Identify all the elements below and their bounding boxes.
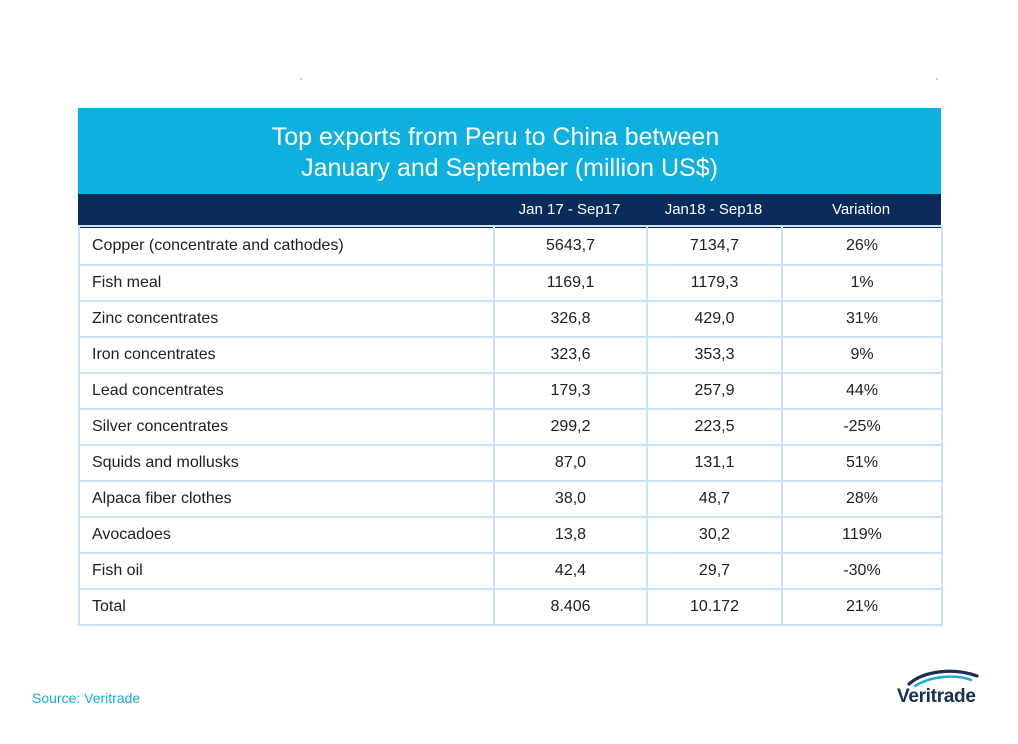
veritrade-swoosh-icon xyxy=(907,669,979,688)
table-title-line: January and September (million US$) xyxy=(301,154,718,182)
table-row: Total 8.406 10.172 21% xyxy=(78,588,943,626)
jan17-sep17-value-cell: 8.406 xyxy=(493,588,648,626)
jan18-sep18-value-cell: 257,9 xyxy=(646,372,783,410)
jan17-sep17-value-cell: 179,3 xyxy=(493,372,648,410)
variation-cell: 9% xyxy=(781,336,943,374)
product-name-cell: Avocadoes xyxy=(78,516,495,554)
jan17-sep17-value-cell: 42,4 xyxy=(493,552,648,590)
table-row: Silver concentrates 299,2 223,5 -25% xyxy=(78,408,943,446)
variation-cell: 51% xyxy=(781,444,943,482)
product-name-cell: Lead concentrates xyxy=(78,372,495,410)
jan18-sep18-value-cell: 223,5 xyxy=(646,408,783,446)
variation-cell: 1% xyxy=(781,264,943,302)
exports-table-card: Top exports from Peru to China between J… xyxy=(78,108,943,626)
table-row: Lead concentrates 179,3 257,9 44% xyxy=(78,372,943,410)
column-header: Variation xyxy=(831,201,891,218)
table-row: Alpaca fiber clothes 38,0 48,7 28% xyxy=(78,480,943,518)
jan18-sep18-value-cell: 429,0 xyxy=(646,300,783,338)
table-row: Iron concentrates 323,6 353,3 9% xyxy=(78,336,943,374)
variation-cell: 28% xyxy=(781,480,943,518)
jan17-sep17-value-cell: 13,8 xyxy=(493,516,648,554)
table-row: Copper (concentrate and cathodes) 5643,7 7… xyxy=(78,225,943,266)
veritrade-logo: Veritrade xyxy=(897,668,989,716)
jan17-sep17-value-cell: 5643,7 xyxy=(493,225,648,266)
product-name-cell: Copper (concentrate and cathodes) xyxy=(78,225,495,266)
variation-cell: -30% xyxy=(781,552,943,590)
jan18-sep18-value-cell: 7134,7 xyxy=(646,225,783,266)
variation-cell: 21% xyxy=(781,588,943,626)
variation-cell: 31% xyxy=(781,300,943,338)
table-row: Avocadoes 13,8 30,2 119% xyxy=(78,516,943,554)
jan18-sep18-value-cell: 30,2 xyxy=(646,516,783,554)
jan18-sep18-value-cell: 48,7 xyxy=(646,480,783,518)
variation-cell: 119% xyxy=(781,516,943,554)
variation-cell: 44% xyxy=(781,372,943,410)
product-name-cell: Squids and mollusks xyxy=(78,444,495,482)
exports-table: Copper (concentrate and cathodes) 5643,7 7… xyxy=(78,225,943,626)
table-row: Fish oil 42,4 29,7 -30% xyxy=(78,552,943,590)
product-name-cell: Iron concentrates xyxy=(78,336,495,374)
jan18-sep18-value-cell: 353,3 xyxy=(646,336,783,374)
column-header: Jan18 - Sep18 xyxy=(664,201,763,218)
table-row: Fish meal 1169,1 1179,3 1% xyxy=(78,264,943,302)
table-row: Zinc concentrates 326,8 429,0 31% xyxy=(78,300,943,338)
jan18-sep18-value-cell: 29,7 xyxy=(646,552,783,590)
product-name-cell: Total xyxy=(78,588,495,626)
table-title-line: Top exports from Peru to China between xyxy=(271,123,720,151)
jan17-sep17-value-cell: 38,0 xyxy=(493,480,648,518)
product-name-cell: Fish oil xyxy=(78,552,495,590)
product-name-cell: Fish meal xyxy=(78,264,495,302)
product-name-cell: Silver concentrates xyxy=(78,408,495,446)
product-name-cell: Alpaca fiber clothes xyxy=(78,480,495,518)
source-note: Source: Veritrade xyxy=(32,690,141,706)
jan17-sep17-value-cell: 299,2 xyxy=(493,408,648,446)
product-name-cell: Zinc concentrates xyxy=(78,300,495,338)
jan17-sep17-value-cell: 326,8 xyxy=(493,300,648,338)
jan18-sep18-value-cell: 131,1 xyxy=(646,444,783,482)
variation-cell: 26% xyxy=(781,225,943,266)
table-body: Copper (concentrate and cathodes) 5643,7 7… xyxy=(78,225,943,626)
table-title: Top exports from Peru to China between J… xyxy=(78,108,941,194)
jan17-sep17-value-cell: 87,0 xyxy=(493,444,648,482)
decorative-dot xyxy=(936,78,938,80)
jan18-sep18-value-cell: 10.172 xyxy=(646,588,783,626)
column-header: Jan 17 - Sep17 xyxy=(518,201,621,218)
jan17-sep17-value-cell: 1169,1 xyxy=(493,264,648,302)
variation-cell: -25% xyxy=(781,408,943,446)
jan17-sep17-value-cell: 323,6 xyxy=(493,336,648,374)
decorative-dot xyxy=(300,78,302,80)
column-header-row: Jan 17 - Sep17 Jan18 - Sep18 Variation xyxy=(78,194,941,228)
table-row: Squids and mollusks 87,0 131,1 51% xyxy=(78,444,943,482)
jan18-sep18-value-cell: 1179,3 xyxy=(646,264,783,302)
logo-wordmark: Veritrade xyxy=(897,686,976,707)
